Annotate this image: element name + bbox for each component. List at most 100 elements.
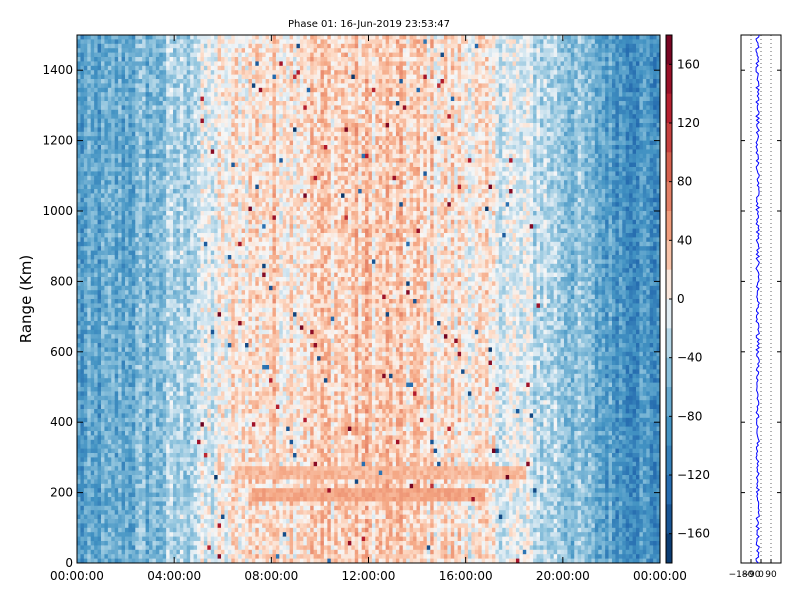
heatmap-cell bbox=[131, 554, 136, 559]
heatmap-cell bbox=[142, 180, 146, 185]
heatmap-cell bbox=[142, 224, 146, 229]
heatmap-cell bbox=[197, 426, 201, 432]
heatmap-cell bbox=[94, 140, 98, 146]
heatmap-cell bbox=[193, 197, 198, 203]
heatmap-cell bbox=[200, 96, 205, 102]
heatmap-cell bbox=[214, 105, 219, 111]
heatmap-cell bbox=[125, 92, 129, 97]
heatmap-cell bbox=[210, 211, 215, 216]
heatmap-cell bbox=[179, 277, 184, 282]
heatmap-cell bbox=[107, 70, 112, 75]
heatmap-cell bbox=[217, 215, 222, 221]
heatmap-cell bbox=[203, 162, 208, 168]
heatmap-cell bbox=[207, 466, 212, 471]
heatmap-cell bbox=[207, 356, 212, 361]
heatmap-cell bbox=[111, 505, 116, 511]
heatmap-cell bbox=[107, 461, 112, 467]
heatmap-cell bbox=[97, 39, 102, 45]
heatmap-cell bbox=[131, 316, 136, 322]
heatmap-cell bbox=[152, 475, 157, 480]
heatmap-cell bbox=[87, 127, 92, 133]
heatmap-cell bbox=[179, 444, 184, 449]
heatmap-cell bbox=[162, 167, 167, 172]
heatmap-cell bbox=[145, 180, 150, 185]
heatmap-cell bbox=[210, 453, 215, 458]
heatmap-cell bbox=[207, 461, 212, 467]
heatmap-cell bbox=[176, 360, 181, 366]
heatmap-cell bbox=[131, 193, 136, 199]
heatmap-cell bbox=[80, 241, 85, 247]
heatmap-cell bbox=[207, 250, 212, 256]
heatmap-cell bbox=[142, 123, 146, 128]
heatmap-cell bbox=[159, 351, 164, 357]
heatmap-cell bbox=[131, 312, 136, 317]
heatmap-cell bbox=[101, 483, 105, 489]
heatmap-cell bbox=[135, 347, 140, 353]
heatmap-cell bbox=[210, 527, 215, 533]
heatmap-cell bbox=[155, 241, 160, 247]
heatmap-cell bbox=[107, 558, 112, 564]
heatmap-cell bbox=[131, 497, 136, 502]
heatmap-cell bbox=[121, 316, 126, 322]
heatmap-cell bbox=[203, 413, 208, 419]
heatmap-cell bbox=[155, 206, 160, 212]
heatmap-cell bbox=[159, 514, 164, 520]
heatmap-cell bbox=[203, 131, 208, 137]
heatmap-cell bbox=[142, 422, 146, 427]
heatmap-cell bbox=[138, 285, 143, 291]
heatmap-cell bbox=[77, 303, 81, 309]
heatmap-cell bbox=[125, 136, 129, 141]
heatmap-cell bbox=[77, 448, 81, 454]
heatmap-cell bbox=[87, 35, 92, 40]
heatmap-cell bbox=[97, 202, 102, 207]
heatmap-cell bbox=[128, 255, 133, 260]
heatmap-cell bbox=[101, 400, 105, 405]
heatmap-cell bbox=[162, 303, 167, 309]
heatmap-cell bbox=[193, 312, 198, 317]
heatmap-cell bbox=[128, 439, 133, 445]
heatmap-cell bbox=[135, 514, 140, 520]
heatmap-cell bbox=[135, 153, 140, 159]
heatmap-cell bbox=[176, 228, 181, 234]
heatmap-cell bbox=[149, 109, 153, 115]
heatmap-cell bbox=[118, 527, 122, 533]
heatmap-cell bbox=[207, 435, 212, 441]
heatmap-cell bbox=[90, 299, 95, 304]
heatmap-cell bbox=[214, 312, 219, 317]
heatmap-cell bbox=[142, 189, 146, 194]
heatmap-cell bbox=[101, 74, 105, 80]
heatmap-cell bbox=[155, 43, 160, 49]
heatmap-cell bbox=[173, 136, 177, 141]
heatmap-cell bbox=[138, 171, 143, 177]
heatmap-cell bbox=[179, 316, 184, 322]
heatmap-cell bbox=[125, 131, 129, 137]
heatmap-cell bbox=[190, 391, 194, 397]
heatmap-cell bbox=[142, 510, 146, 515]
heatmap-cell bbox=[152, 285, 157, 291]
heatmap-cell bbox=[145, 35, 150, 40]
heatmap-cell bbox=[90, 259, 95, 265]
heatmap-cell bbox=[210, 87, 215, 93]
heatmap-cell bbox=[186, 290, 191, 295]
heatmap-cell bbox=[128, 347, 133, 353]
heatmap-cell bbox=[169, 250, 174, 256]
heatmap-cell bbox=[183, 153, 188, 159]
heatmap-cell bbox=[142, 554, 146, 559]
heatmap-cell bbox=[207, 43, 212, 49]
heatmap-cell bbox=[217, 52, 222, 58]
heatmap-cell bbox=[101, 87, 105, 93]
heatmap-cell bbox=[217, 123, 222, 128]
heatmap-cell bbox=[101, 549, 105, 555]
heatmap-cell bbox=[166, 294, 170, 300]
heatmap-cell bbox=[87, 299, 92, 304]
heatmap-cell bbox=[159, 92, 164, 97]
heatmap-cell bbox=[80, 527, 85, 533]
heatmap-cell bbox=[176, 281, 181, 287]
heatmap-cell bbox=[149, 83, 153, 89]
heatmap-cell bbox=[155, 299, 160, 304]
heatmap-cell bbox=[131, 96, 136, 102]
heatmap-cell bbox=[80, 193, 85, 199]
heatmap-cell bbox=[104, 87, 109, 93]
heatmap-cell bbox=[128, 549, 133, 555]
heatmap-cell bbox=[107, 206, 112, 212]
